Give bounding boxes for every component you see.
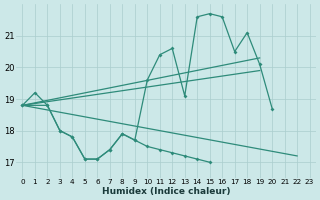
X-axis label: Humidex (Indice chaleur): Humidex (Indice chaleur) [102, 187, 230, 196]
